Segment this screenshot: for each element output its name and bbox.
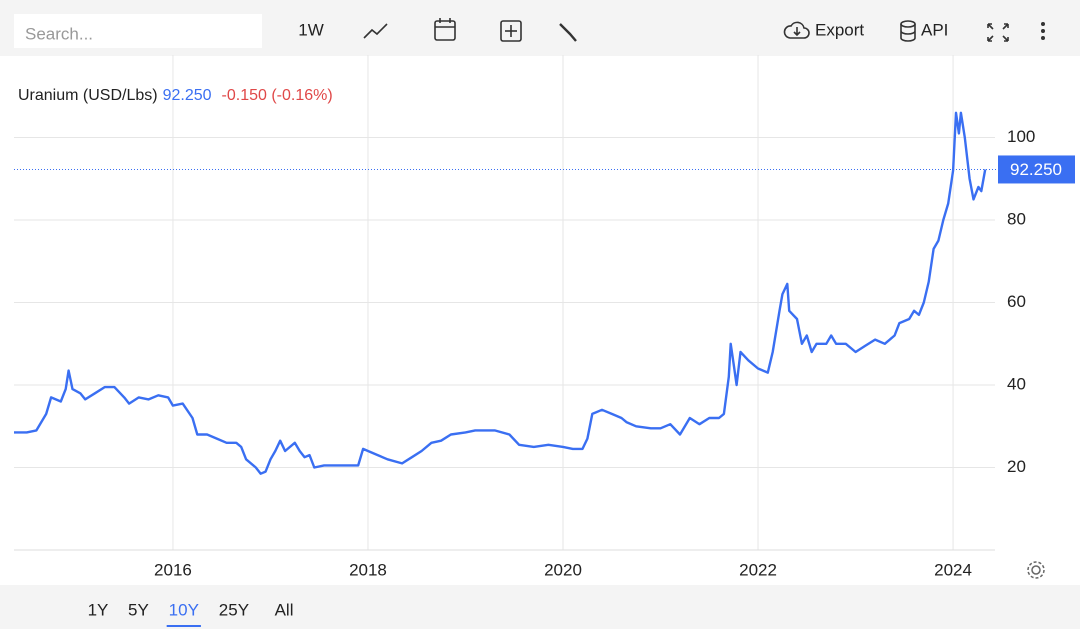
range-button[interactable]: 5Y xyxy=(128,600,149,619)
chart-title: Uranium (USD/Lbs) xyxy=(18,87,158,104)
fullscreen-icon[interactable] xyxy=(987,23,1009,42)
range-button[interactable]: 25Y xyxy=(219,600,249,619)
x-tick-label: 2022 xyxy=(739,560,777,579)
search-placeholder: Search... xyxy=(25,24,93,43)
last-price-tag: 92.250 xyxy=(1010,160,1062,179)
export-icon[interactable] xyxy=(783,21,810,39)
add-icon[interactable] xyxy=(500,20,522,42)
x-tick-label: 2016 xyxy=(154,560,192,579)
y-tick-label: 100 xyxy=(1007,127,1035,146)
interval-button[interactable]: 1W xyxy=(298,20,324,39)
price-change: -0.150 (-0.16%) xyxy=(222,87,333,104)
y-tick-label: 20 xyxy=(1007,457,1026,476)
tools-icon[interactable] xyxy=(559,23,577,42)
range-button[interactable]: All xyxy=(275,600,294,619)
range-bar xyxy=(0,585,1080,629)
menu-icon[interactable] xyxy=(1041,22,1045,40)
range-button[interactable]: 1Y xyxy=(88,600,109,619)
search-box[interactable] xyxy=(14,14,262,48)
last-price-box xyxy=(998,155,1075,184)
settings-icon[interactable] xyxy=(1027,561,1045,579)
chart-header: Uranium (USD/Lbs) 92.250 -0.150 (-0.16%) xyxy=(18,87,333,104)
last-price: 92.250 xyxy=(163,87,212,104)
api-icon[interactable] xyxy=(900,20,916,42)
y-tick-label: 80 xyxy=(1007,209,1026,228)
y-tick-label: 60 xyxy=(1007,292,1026,311)
x-tick-label: 2018 xyxy=(349,560,387,579)
chart-type-icon[interactable] xyxy=(363,23,388,39)
y-tick-label: 40 xyxy=(1007,374,1026,393)
export-button[interactable]: Export xyxy=(815,20,864,39)
range-button[interactable]: 10Y xyxy=(169,600,199,619)
api-button[interactable]: API xyxy=(921,20,948,39)
price-line xyxy=(14,111,987,475)
x-tick-label: 2020 xyxy=(544,560,582,579)
calendar-icon[interactable] xyxy=(434,18,456,41)
x-tick-label: 2024 xyxy=(934,560,972,579)
